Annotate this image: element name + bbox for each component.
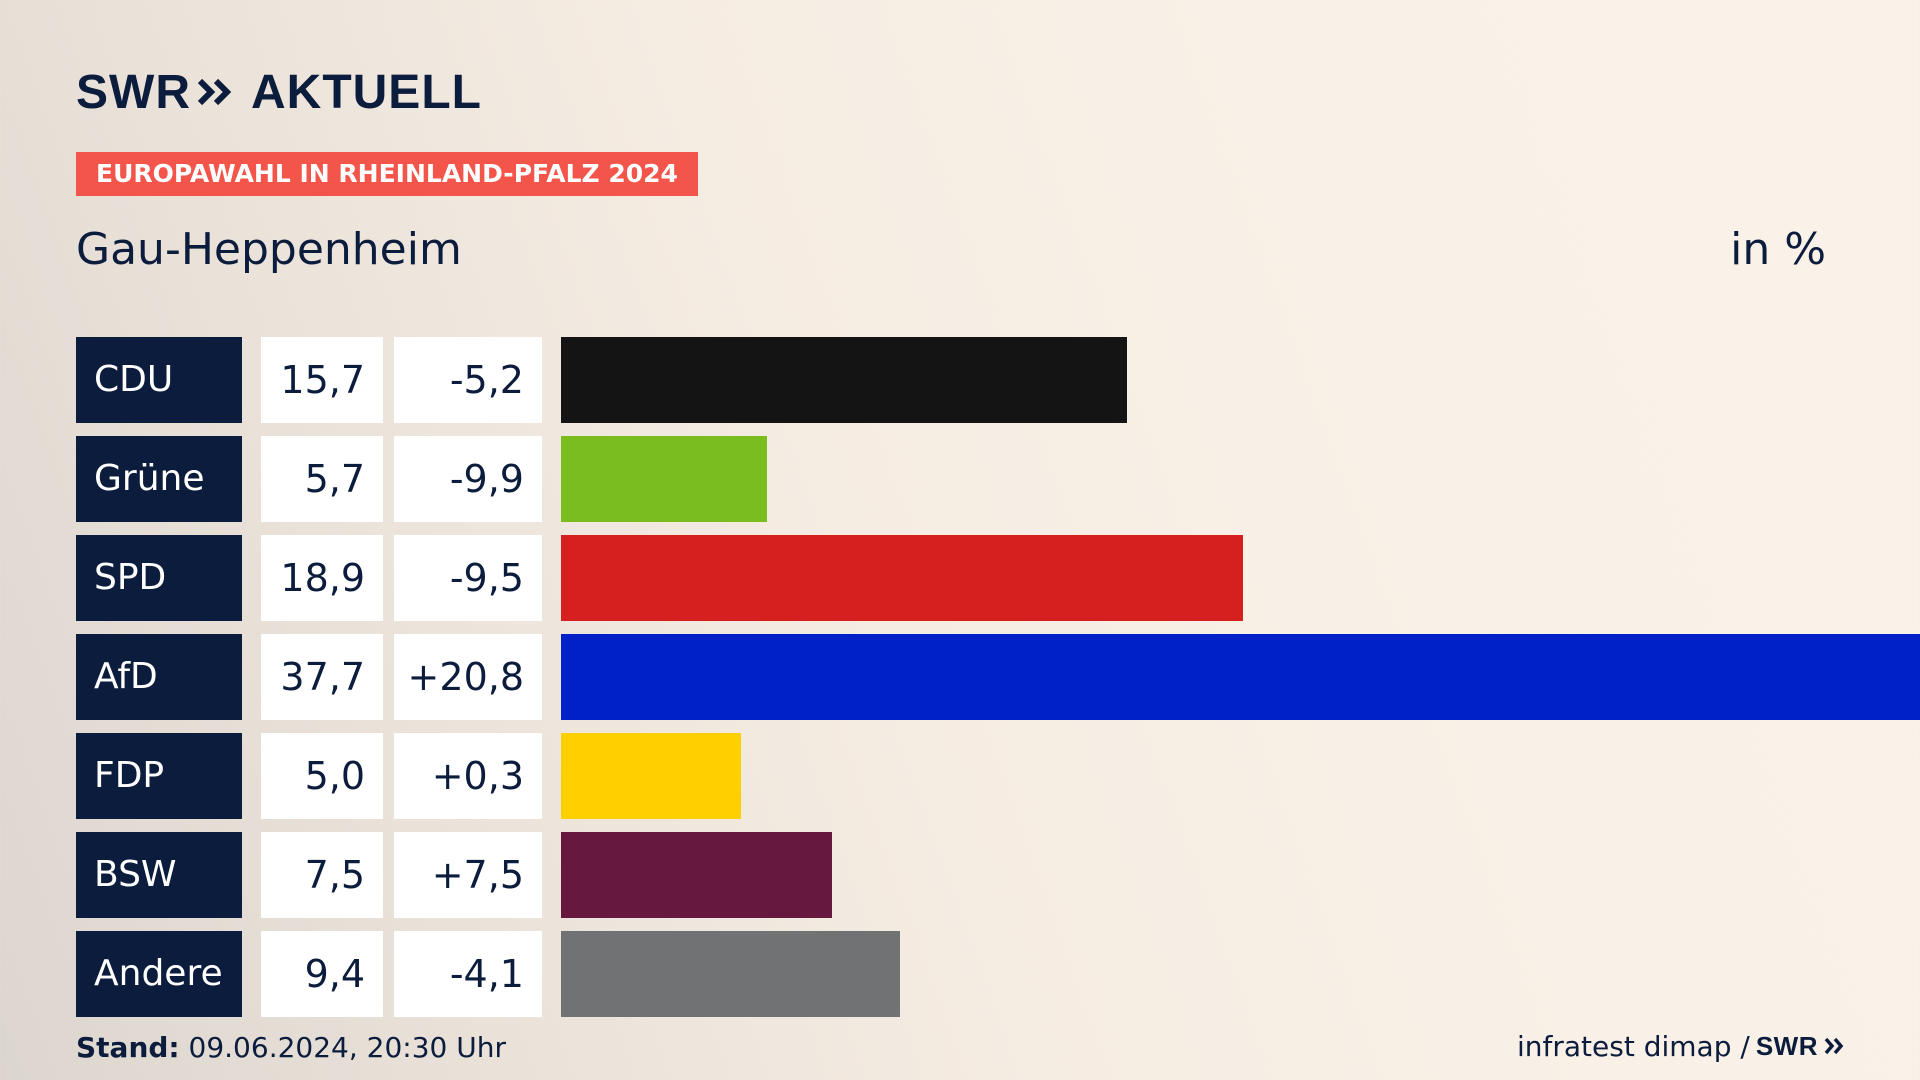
vote-change-value: -4,1: [394, 931, 542, 1017]
vote-change-value: -5,2: [394, 337, 542, 423]
timestamp: Stand: 09.06.2024, 20:30 Uhr: [76, 1030, 506, 1066]
result-row: AfD 37,7 +20,8: [76, 634, 1920, 720]
vote-change-value: +0,3: [394, 733, 542, 819]
vote-share-value: 5,0: [261, 733, 383, 819]
logo-aktuell-text: AKTUELL: [250, 65, 482, 119]
vote-share-value: 7,5: [261, 832, 383, 918]
source-text: infratest dimap /: [1517, 1029, 1750, 1063]
result-row: Grüne 5,7 -9,9: [76, 436, 1846, 522]
stand-label: Stand:: [76, 1031, 180, 1064]
election-tag: EUROPAWAHL IN RHEINLAND-PFALZ 2024: [76, 152, 698, 196]
vote-change-value: +7,5: [394, 832, 542, 918]
unit-label: in %: [1730, 224, 1826, 275]
vote-share-value: 37,7: [261, 634, 383, 720]
party-label: FDP: [76, 733, 242, 819]
vote-change-value: +20,8: [394, 634, 542, 720]
vote-change-value: -9,9: [394, 436, 542, 522]
double-chevron-icon: [197, 78, 232, 106]
party-label: AfD: [76, 634, 242, 720]
party-label: Grüne: [76, 436, 242, 522]
result-bar: [561, 931, 900, 1017]
result-row: FDP 5,0 +0,3: [76, 733, 1846, 819]
result-bar: [561, 535, 1243, 621]
vote-share-value: 15,7: [261, 337, 383, 423]
results-chart: CDU 15,7 -5,2 Grüne 5,7 -9,9 SPD 18,9 -9,5 AfD 37,…: [76, 337, 1920, 1030]
result-row: SPD 18,9 -9,5: [76, 535, 1846, 621]
result-bar: [561, 832, 832, 918]
vote-share-value: 5,7: [261, 436, 383, 522]
logo-swr-text: SWR: [76, 65, 191, 119]
result-row: Andere 9,4 -4,1: [76, 931, 1846, 1017]
party-label: SPD: [76, 535, 242, 621]
party-label: Andere: [76, 931, 242, 1017]
party-label: BSW: [76, 832, 242, 918]
municipality-title: Gau-Heppenheim: [76, 224, 462, 275]
result-bar: [561, 733, 741, 819]
result-bar: [561, 436, 767, 522]
source-credit: infratest dimap / SWR: [1517, 1028, 1844, 1064]
swr-aktuell-logo: SWR AKTUELL: [76, 64, 482, 120]
result-row: BSW 7,5 +7,5: [76, 832, 1846, 918]
stand-value: 09.06.2024, 20:30 Uhr: [188, 1031, 506, 1064]
party-label: CDU: [76, 337, 242, 423]
vote-change-value: -9,5: [394, 535, 542, 621]
vote-share-value: 18,9: [261, 535, 383, 621]
result-row: CDU 15,7 -5,2: [76, 337, 1846, 423]
result-bar: [561, 337, 1127, 423]
vote-share-value: 9,4: [261, 931, 383, 1017]
result-bar: [561, 634, 1920, 720]
double-chevron-icon: [1824, 1037, 1844, 1055]
source-swr-logo: SWR: [1755, 1030, 1818, 1061]
